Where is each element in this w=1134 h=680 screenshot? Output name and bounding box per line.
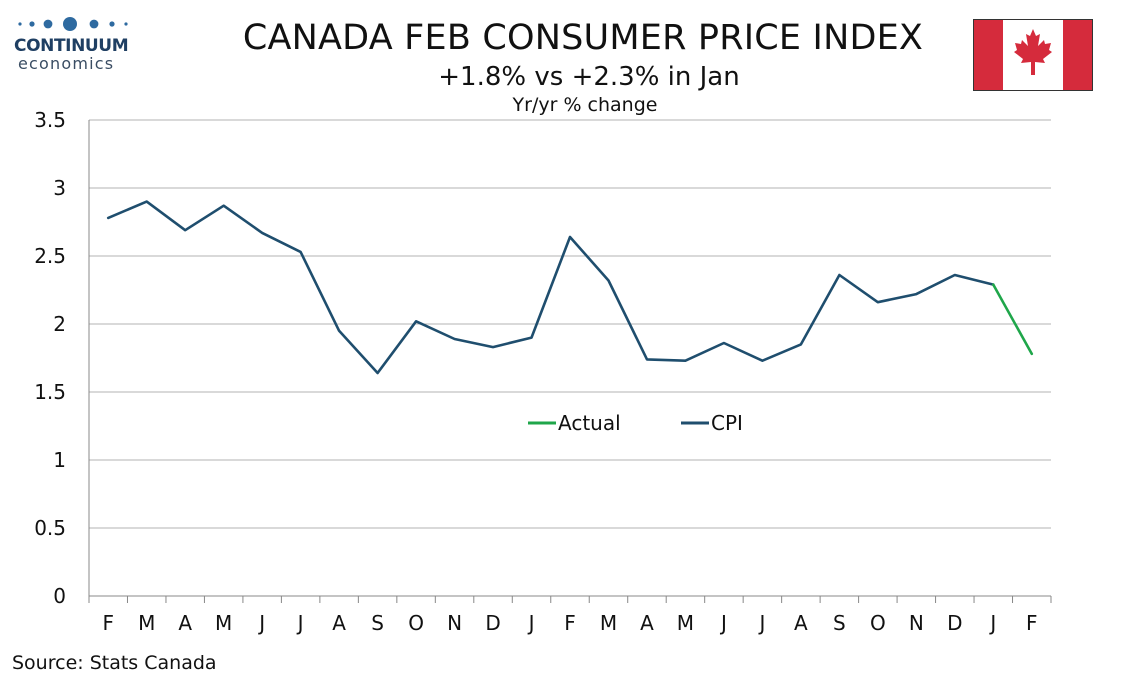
y-tick-label: 3.5 <box>34 108 66 132</box>
y-tick-label: 2.5 <box>34 244 66 268</box>
y-tick-label: 3 <box>53 176 66 200</box>
logo-subtitle: economics <box>18 54 115 73</box>
legend-actual-label: Actual <box>558 411 621 435</box>
series-line-cpi <box>106 200 995 375</box>
x-tick-label: M <box>600 611 617 635</box>
logo-name: CONTINUUM <box>14 36 129 56</box>
grid-lines <box>89 119 1051 529</box>
x-tick-label: M <box>215 611 232 635</box>
x-tick-label: O <box>408 611 424 635</box>
x-tick-label: O <box>870 611 886 635</box>
x-tick-label: J <box>296 611 304 635</box>
x-tick-label: D <box>947 611 962 635</box>
x-tick-label: M <box>138 611 155 635</box>
y-axis-label: Yr/yr % change <box>512 94 658 116</box>
x-tick-label: J <box>527 611 535 635</box>
x-tick-label: F <box>564 611 576 635</box>
x-tick-label: A <box>640 611 654 635</box>
x-tick-label: J <box>257 611 265 635</box>
canada-flag-icon <box>973 19 1093 91</box>
source-note: Source: Stats Canada <box>12 652 217 674</box>
tick-labels: 00.511.522.533.5F M A M J J A S O N D J F M A M J J A S O N D J… <box>34 108 1037 635</box>
x-tick-label: S <box>833 611 846 635</box>
x-tick-label: J <box>719 611 727 635</box>
y-tick-label: 0 <box>53 584 66 608</box>
continuum-logo: CONTINUUM economics <box>14 14 144 76</box>
y-tick-label: 1 <box>53 448 66 472</box>
chart-title: CANADA FEB CONSUMER PRICE INDEX <box>242 18 924 58</box>
x-tick-label: A <box>332 611 346 635</box>
x-tick-label: D <box>485 611 500 635</box>
chart-subtitle: +1.8% vs +2.3% in Jan <box>438 62 740 92</box>
y-tick-label: 1.5 <box>34 380 66 404</box>
series-lines <box>106 200 1034 375</box>
x-tick-label: A <box>794 611 808 635</box>
x-tick-label: F <box>102 611 114 635</box>
x-tick-label: J <box>988 611 996 635</box>
x-tick-label: M <box>677 611 694 635</box>
x-tick-label: S <box>371 611 384 635</box>
series-line-actual <box>992 283 1034 356</box>
logo-dots-icon <box>18 17 128 31</box>
axes <box>88 120 1052 603</box>
x-tick-label: J <box>757 611 765 635</box>
legend-cpi-label: CPI <box>711 411 743 435</box>
x-tick-label: A <box>178 611 192 635</box>
legend: Actual CPI <box>528 411 743 435</box>
y-tick-label: 2 <box>53 312 66 336</box>
x-tick-label: F <box>1026 611 1038 635</box>
x-tick-label: N <box>447 611 462 635</box>
y-tick-label: 0.5 <box>34 516 66 540</box>
x-tick-label: N <box>909 611 924 635</box>
